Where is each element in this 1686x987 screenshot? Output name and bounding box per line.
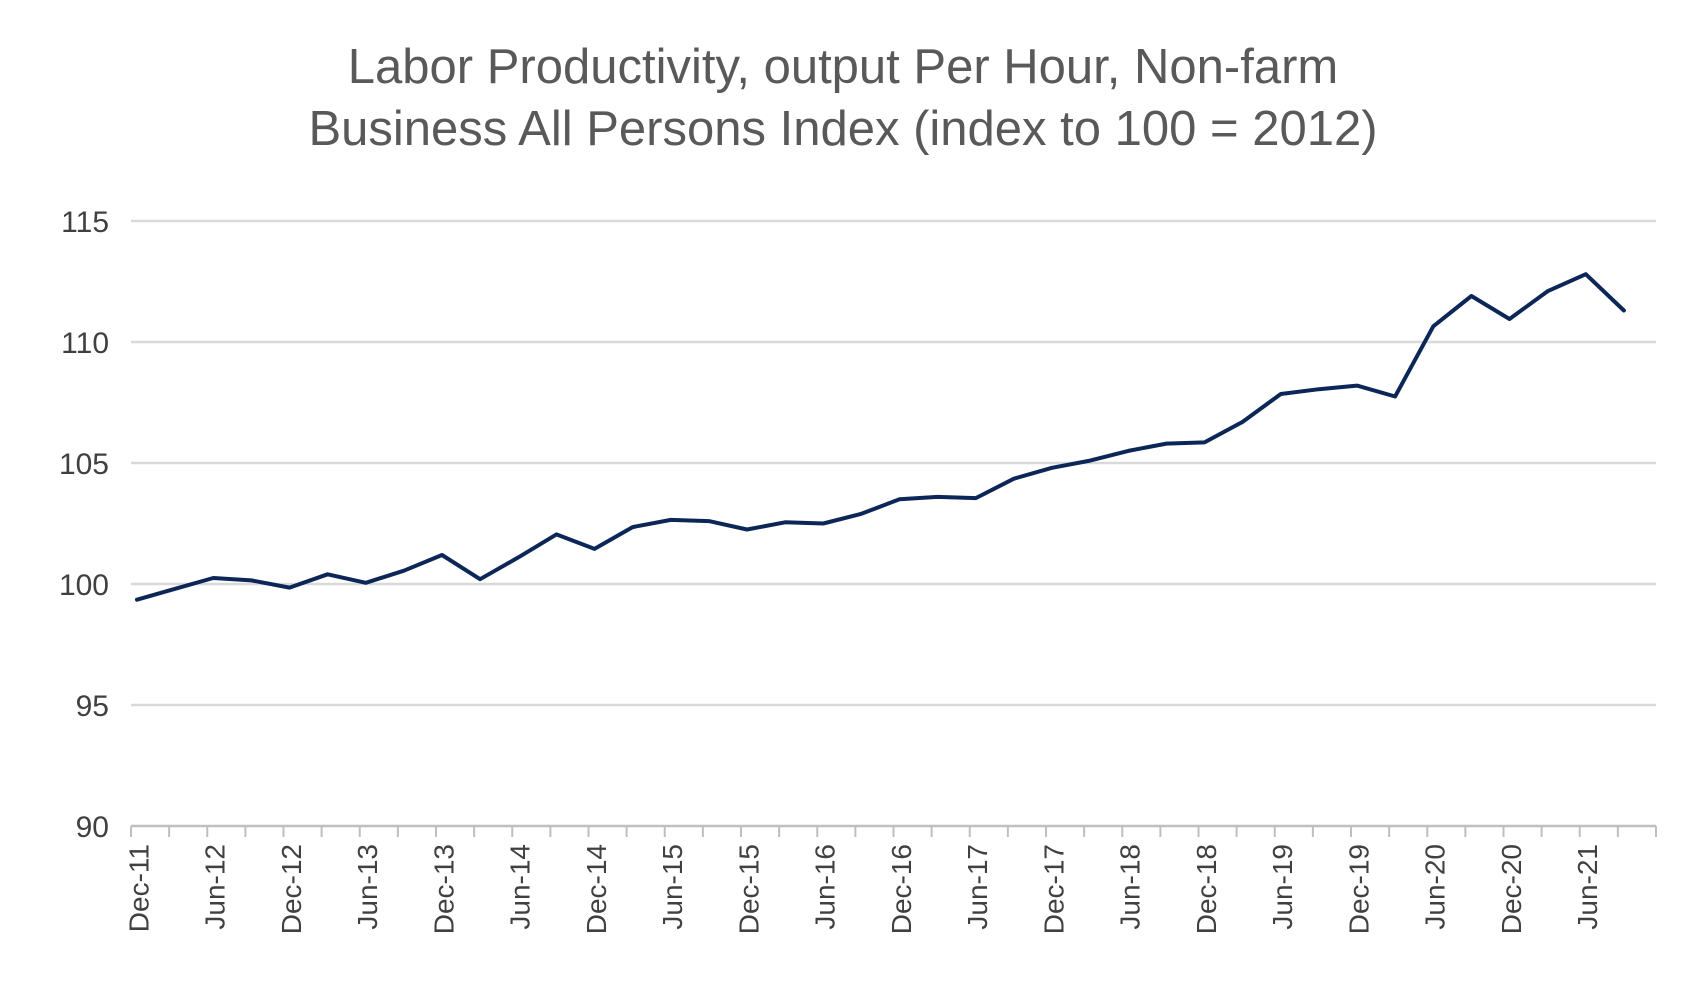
data-point xyxy=(745,528,749,532)
data-point xyxy=(1584,272,1588,276)
data-point xyxy=(249,578,253,582)
data-point xyxy=(173,587,177,591)
data-point xyxy=(1546,289,1550,293)
x-tick-label: Jun-20 xyxy=(1420,844,1451,930)
y-tick-label: 90 xyxy=(76,811,109,844)
x-tick-label: Jun-18 xyxy=(1115,844,1146,930)
data-point xyxy=(402,569,406,573)
data-point xyxy=(1431,324,1435,328)
x-tick-label: Dec-14 xyxy=(581,844,612,934)
x-tick-label: Jun-14 xyxy=(505,844,536,930)
data-point xyxy=(974,496,978,500)
x-tick-label: Jun-16 xyxy=(810,844,841,930)
y-tick-label: 100 xyxy=(59,569,109,602)
data-point xyxy=(707,519,711,523)
data-point xyxy=(554,532,558,536)
x-tick-label: Jun-13 xyxy=(352,844,383,930)
data-point xyxy=(859,512,863,516)
y-tick-label: 105 xyxy=(59,448,109,481)
chart-title-line-2: Business All Persons Index (index to 100… xyxy=(308,102,1378,156)
data-point xyxy=(1164,442,1168,446)
x-tick-label: Jun-17 xyxy=(962,844,993,930)
x-tick-label: Jun-12 xyxy=(200,844,231,930)
data-point xyxy=(1622,309,1626,313)
data-point xyxy=(440,553,444,557)
data-point xyxy=(1012,477,1016,481)
x-tick-label: Jun-19 xyxy=(1267,844,1298,930)
y-tick-label: 115 xyxy=(61,206,109,239)
data-point xyxy=(364,581,368,585)
chart-title: Labor Productivity, output Per Hour, Non… xyxy=(0,36,1686,160)
data-point xyxy=(1393,394,1397,398)
data-point xyxy=(936,495,940,499)
x-tick-label: Dec-12 xyxy=(276,844,307,934)
data-point xyxy=(1279,392,1283,396)
data-point xyxy=(669,518,673,522)
x-tick-label: Dec-20 xyxy=(1496,844,1527,934)
y-tick-label: 95 xyxy=(76,690,109,723)
data-point xyxy=(898,497,902,501)
data-point xyxy=(1317,387,1321,391)
gridlines xyxy=(131,219,1656,707)
data-point xyxy=(821,522,825,526)
y-axis: 90 95 100 105 110 115 xyxy=(59,206,109,844)
x-axis: Dec-11 Jun-12 Dec-12 Jun-13 Dec-13 Jun-14 Dec-… xyxy=(123,824,1657,934)
data-point xyxy=(478,577,482,581)
data-point xyxy=(211,576,215,580)
data-point xyxy=(516,555,520,559)
series-layer xyxy=(135,272,1626,602)
data-point xyxy=(1355,384,1359,388)
data-point xyxy=(783,520,787,524)
x-tick-label: Dec-15 xyxy=(733,844,764,934)
y-tick-label: 110 xyxy=(61,327,109,360)
data-point xyxy=(326,572,330,576)
data-point xyxy=(631,525,635,529)
x-tick-label: Dec-17 xyxy=(1038,844,1069,934)
data-point xyxy=(1203,440,1207,444)
series-line xyxy=(135,272,1626,602)
x-tick-label: Dec-16 xyxy=(886,844,917,934)
data-point xyxy=(1050,466,1054,470)
data-point xyxy=(1088,459,1092,463)
data-point xyxy=(593,547,597,551)
x-tick-label: Dec-13 xyxy=(428,844,459,934)
data-point xyxy=(1508,317,1512,321)
x-tick-label: Jun-15 xyxy=(657,844,688,930)
chart-title-line-1: Labor Productivity, output Per Hour, Non… xyxy=(347,40,1339,94)
data-point xyxy=(1126,449,1130,453)
x-tick-label: Jun-21 xyxy=(1572,844,1603,930)
data-point xyxy=(135,598,139,602)
x-tick-label: Dec-18 xyxy=(1191,844,1222,934)
data-point xyxy=(1469,294,1473,298)
data-point xyxy=(288,586,292,590)
x-tick-label: Dec-11 xyxy=(123,844,154,932)
data-point xyxy=(1241,420,1245,424)
x-tick-label: Dec-19 xyxy=(1343,844,1374,934)
